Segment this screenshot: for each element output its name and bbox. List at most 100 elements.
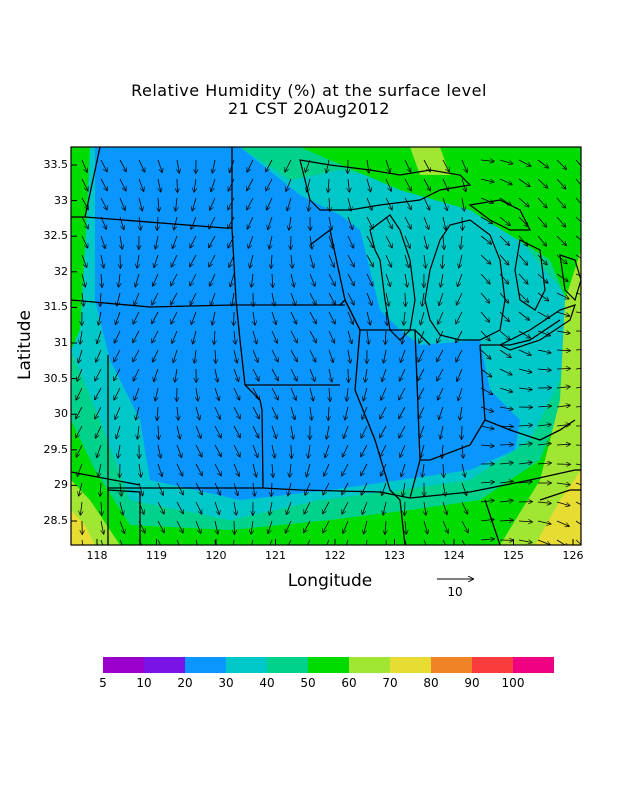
wind-vector	[306, 539, 311, 545]
wind-vector	[458, 387, 463, 400]
wind-vector	[480, 273, 490, 284]
wind-vector	[266, 178, 273, 191]
wind-vector	[385, 235, 392, 248]
wind-vector	[461, 501, 468, 514]
wind-vector	[438, 387, 444, 400]
wind-vector	[385, 216, 392, 228]
wind-vector	[309, 330, 316, 343]
x-tick-label: 123	[384, 549, 405, 562]
wind-vector	[97, 330, 102, 343]
wind-vector	[271, 425, 276, 438]
x-tick-label: 125	[503, 549, 524, 562]
wind-vector	[96, 349, 102, 362]
wind-vector	[228, 197, 235, 210]
wind-vector	[480, 330, 490, 341]
wind-vector	[400, 444, 406, 457]
wind-vector	[328, 273, 335, 286]
colorbar-swatch	[472, 657, 513, 673]
wind-vector	[271, 406, 277, 419]
wind-vector	[268, 216, 273, 229]
wind-vector	[518, 521, 532, 522]
wind-vector	[347, 216, 353, 229]
wind-vector	[347, 311, 353, 324]
wind-vector	[442, 178, 448, 191]
wind-vector	[459, 254, 463, 268]
wind-vector	[305, 482, 311, 495]
x-tick-label: 119	[146, 549, 167, 562]
wind-vector	[366, 254, 373, 267]
wind-vector	[328, 311, 335, 324]
wind-vector	[385, 178, 391, 191]
colorbar-swatch	[226, 657, 267, 673]
wind-vector	[537, 539, 550, 545]
wind-vector	[423, 235, 427, 249]
wind-vector	[137, 254, 139, 268]
wind-vector	[176, 463, 183, 476]
wind-vector	[518, 216, 528, 226]
wind-vector	[252, 463, 256, 477]
wind-vector	[421, 444, 425, 458]
wind-vector	[214, 482, 220, 495]
wind-vector	[385, 197, 392, 210]
wind-vector	[361, 463, 368, 475]
wind-vector	[347, 387, 348, 401]
wind-vector	[367, 159, 369, 173]
very-wet-east-region	[500, 250, 581, 545]
wind-vector	[101, 520, 104, 534]
wind-vector	[518, 254, 527, 265]
wind-vector	[252, 444, 258, 457]
wind-vector	[575, 349, 581, 351]
wind-vector	[308, 197, 310, 211]
wind-vector	[138, 197, 142, 211]
wind-vector	[291, 254, 292, 268]
wind-vector	[399, 387, 406, 400]
wind-vector	[366, 216, 373, 229]
wind-vector	[230, 273, 235, 286]
wind-vector	[193, 330, 197, 344]
wind-vector	[480, 254, 491, 264]
wind-vector	[209, 254, 216, 267]
wind-vector	[173, 349, 178, 362]
wind-vector	[233, 406, 240, 419]
wind-vector	[575, 292, 581, 295]
y-tick-label: 32.5	[43, 229, 69, 243]
wind-vector	[80, 330, 82, 344]
wind-vector	[101, 273, 102, 287]
wind-vector	[499, 273, 508, 284]
wind-vector	[365, 539, 368, 545]
wind-vector	[81, 254, 87, 267]
wind-vector	[380, 444, 387, 457]
wind-vector	[82, 292, 84, 306]
wind-vector	[195, 444, 202, 457]
wind-vector	[158, 425, 159, 439]
colorbar-label: 90	[464, 676, 480, 690]
wind-vector	[556, 425, 570, 427]
wind-vector	[480, 216, 492, 224]
wind-vector	[101, 501, 102, 515]
colorbar-label: 60	[341, 676, 357, 690]
wind-vector	[309, 387, 313, 401]
wind-vector	[309, 368, 315, 381]
colorbar-swatch	[513, 657, 554, 673]
wind-vector	[100, 159, 107, 172]
wind-vector	[100, 482, 101, 496]
wind-vector	[342, 501, 349, 514]
wind-vector	[437, 368, 444, 381]
wind-vector	[190, 273, 197, 286]
wind-vector	[194, 178, 196, 192]
wind-vector	[518, 159, 531, 166]
colorbar-label: 40	[259, 676, 275, 690]
wind-vector	[212, 159, 215, 173]
wind-vector	[329, 197, 330, 211]
wind-vector	[347, 273, 354, 285]
wind-vector	[442, 501, 447, 514]
wind-vector	[95, 368, 102, 381]
wind-vector	[556, 178, 566, 189]
wind-vector	[287, 197, 292, 210]
wind-vector	[420, 311, 425, 325]
colorbar-swatch	[144, 657, 185, 673]
wind-vector	[423, 216, 429, 229]
wind-vector	[518, 197, 529, 207]
wind-vector	[214, 444, 221, 456]
wind-vector	[287, 501, 292, 514]
